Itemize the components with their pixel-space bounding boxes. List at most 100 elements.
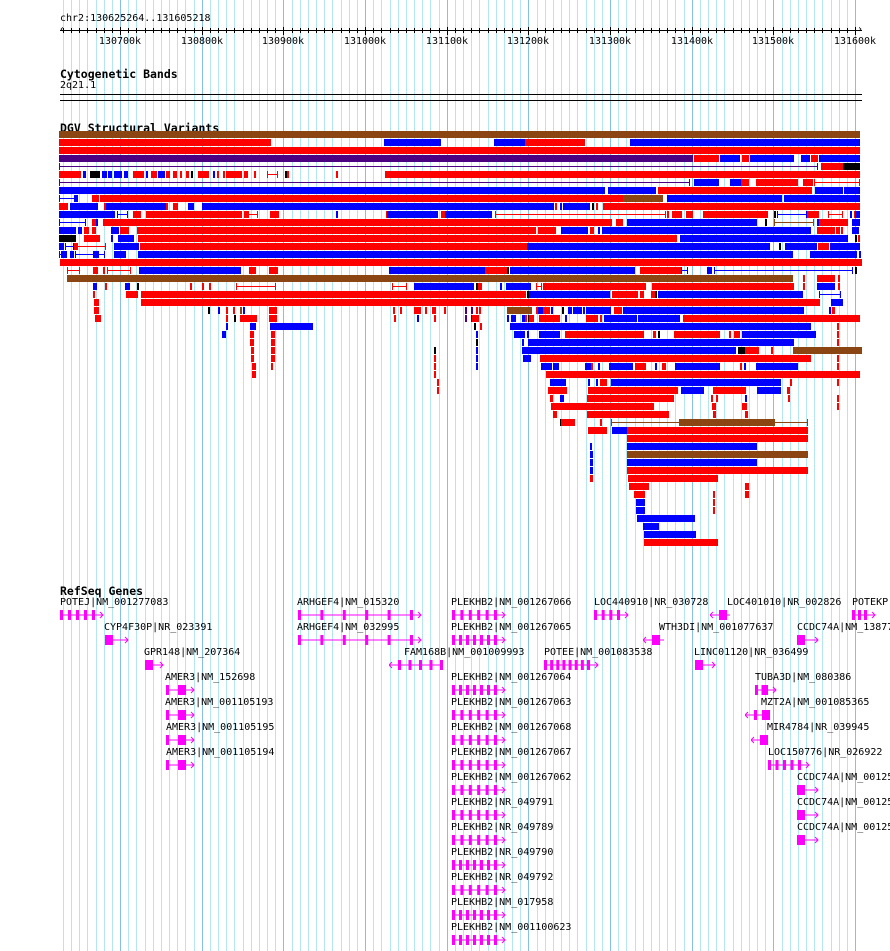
gene-model-glyph[interactable] [452,934,506,946]
structural-variant[interactable] [74,243,77,250]
structural-variant[interactable] [83,171,86,178]
structural-variant[interactable] [105,283,107,290]
structural-variant[interactable] [59,163,818,170]
structural-variant[interactable] [716,395,718,402]
structural-variant[interactable] [191,171,193,178]
structural-variant[interactable] [560,203,562,210]
structural-variant[interactable] [244,211,248,218]
structural-variant[interactable] [596,379,598,386]
structural-variant[interactable] [94,307,99,314]
structural-variant[interactable] [588,427,607,434]
structural-variant[interactable] [561,227,588,234]
gene-label[interactable]: MZT2A|NM_001085365 [761,697,870,708]
structural-variant[interactable] [680,235,848,242]
structural-variant[interactable] [674,331,720,338]
structural-variant[interactable] [500,283,502,290]
structural-variant[interactable] [437,387,439,394]
gene-label[interactable]: ARHGEF4|NM_032995 [297,622,400,633]
structural-variant[interactable] [741,179,749,186]
structural-variant[interactable] [270,323,313,330]
structural-variant[interactable] [94,227,96,234]
structural-variant[interactable] [222,331,226,338]
structural-variant[interactable] [59,235,76,242]
gene-model-glyph[interactable] [797,809,819,821]
structural-variant[interactable] [779,243,781,250]
structural-variant[interactable] [811,155,818,162]
structural-variant[interactable] [541,363,552,370]
structural-variant[interactable] [244,171,248,178]
gene-label[interactable]: CCDC74A|NM_13877 [797,622,890,633]
structural-variant[interactable] [774,211,776,218]
structural-variant[interactable] [713,387,746,394]
structural-variant[interactable] [765,219,767,226]
structural-variant[interactable] [598,363,600,370]
ruler[interactable]: ‹ › 130700k 130800k 130900k 131000k 131100k 1… [0,0,890,50]
structural-variant[interactable] [568,307,570,314]
structural-variant[interactable] [394,315,396,322]
structural-variant[interactable] [146,171,148,178]
structural-variant[interactable] [742,331,816,338]
structural-variant[interactable] [233,307,235,314]
structural-variant[interactable] [529,315,534,322]
structural-variant[interactable] [538,227,556,234]
structural-variant[interactable] [643,523,659,530]
structural-variant[interactable] [838,283,840,290]
gene-model-glyph[interactable] [452,809,506,821]
structural-variant[interactable] [742,155,749,162]
structural-variant[interactable] [681,267,688,274]
structural-variant[interactable] [100,195,624,202]
structural-variant[interactable] [94,299,99,306]
structural-variant[interactable] [141,291,526,298]
structural-variant[interactable] [836,227,840,234]
structural-variant[interactable] [636,507,645,514]
gene-model-glyph[interactable] [452,909,506,921]
structural-variant[interactable] [803,275,805,282]
structural-variant[interactable] [738,347,745,354]
structural-variant[interactable] [734,331,740,338]
gene-model-glyph[interactable] [452,759,506,771]
structural-variant[interactable] [638,315,680,322]
structural-variant[interactable] [434,371,436,378]
gene-label[interactable]: PLEKHB2|NM_001267066 [451,597,572,608]
structural-variant[interactable] [234,315,236,322]
gene-label[interactable]: PLEKHB2|NM_001267068 [451,722,572,733]
structural-variant[interactable] [173,171,177,178]
structural-variant[interactable] [712,403,716,410]
structural-variant[interactable] [336,211,338,218]
structural-variant[interactable] [98,251,105,258]
structural-variant[interactable] [859,251,861,258]
structural-variant[interactable] [837,395,839,402]
structural-variant[interactable] [254,171,256,178]
structural-variant[interactable] [681,387,704,394]
structural-variant[interactable] [137,283,139,290]
structural-variant[interactable] [565,315,567,322]
structural-variant[interactable] [740,363,742,370]
structural-variant[interactable] [59,171,81,178]
structural-variant[interactable] [627,443,757,450]
structural-variant[interactable] [555,203,557,210]
structural-variant[interactable] [528,339,794,346]
gene-model-glyph[interactable] [768,759,810,771]
structural-variant[interactable] [627,427,808,434]
structural-variant[interactable] [95,315,101,322]
structural-variant[interactable] [573,307,582,314]
structural-variant[interactable] [787,387,790,394]
structural-variant[interactable] [384,139,441,146]
gene-model-glyph[interactable] [797,834,819,846]
gene-model-glyph[interactable] [298,609,422,621]
structural-variant[interactable] [644,539,718,546]
gene-model-glyph[interactable] [745,709,770,721]
gene-label[interactable]: PLEKHB2|NR_049791 [451,797,554,808]
structural-variant[interactable] [271,331,275,338]
structural-variant[interactable] [106,203,166,210]
structural-variant[interactable] [550,379,566,386]
structural-variant[interactable] [651,291,655,298]
structural-variant[interactable] [480,323,482,330]
structural-variant[interactable] [855,235,857,242]
structural-variant[interactable] [236,283,276,290]
structural-variant[interactable] [103,219,612,226]
structural-variant[interactable] [694,179,719,186]
structural-variant[interactable] [540,355,811,362]
gene-label[interactable]: PLEKHB2|NM_017958 [451,897,554,908]
structural-variant[interactable] [434,347,436,354]
